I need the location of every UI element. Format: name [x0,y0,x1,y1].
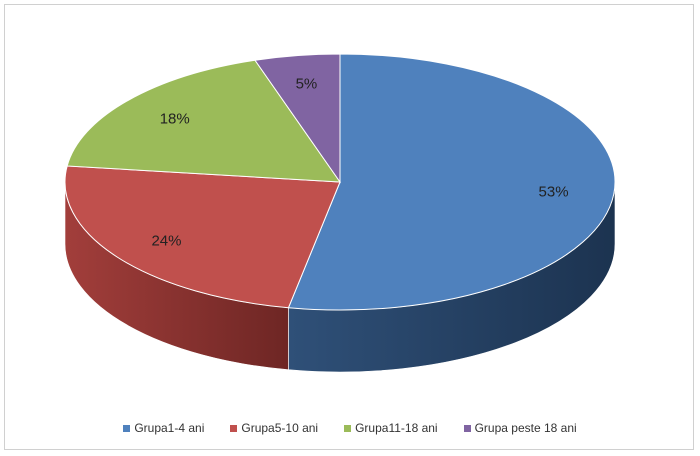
legend-label-3: Grupa peste 18 ani [474,421,577,435]
pie-slice-3 [254,53,341,184]
pie-value-labels: 53% 24% 18% 5% [151,75,568,249]
legend-swatch-2 [344,424,352,432]
legend-swatch-3 [463,424,471,432]
pie-slice-0 [287,53,616,311]
legend-swatch-0 [123,424,131,432]
legend-label-2: Grupa11-18 ani [355,421,438,435]
pie-slice-2 [66,59,342,183]
legend-label-1: Grupa5-10 ani [241,421,319,435]
legend-item-0: Grupa1-4 ani [123,421,204,435]
pie-top-faces [64,53,616,311]
data-label-0: 53% [539,183,569,200]
legend-swatch-1 [230,424,238,432]
data-label-2: 18% [160,110,190,127]
data-label-3: 5% [296,75,318,92]
legend-item-2: Grupa11-18 ani [344,421,438,435]
legend-label-0: Grupa1-4 ani [134,421,205,435]
data-label-1: 24% [151,233,181,250]
pie-slice-1 [64,165,341,309]
legend-item-1: Grupa5-10 ani [230,421,318,435]
legend-item-3: Grupa peste 18 ani [463,421,577,435]
legend: Grupa1-4 ani Grupa5-10 ani Grupa11-18 an… [0,418,700,438]
